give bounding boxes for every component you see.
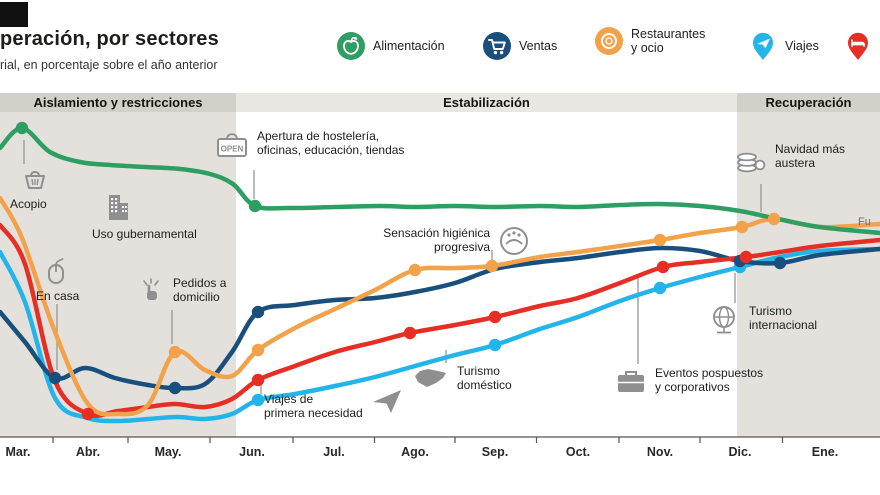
legend-item-restaurantes-ocio: Restaurantes y ocio <box>594 26 705 56</box>
legend-item-ventas: Ventas <box>482 31 557 61</box>
series-dot-viajes <box>251 393 265 407</box>
series-dot-ventas <box>48 371 62 385</box>
series-dot-sector-rojo <box>488 310 502 324</box>
series-dot-alimentacion <box>15 121 29 135</box>
annotation-acopio: Acopio <box>10 164 82 211</box>
coins-icon <box>734 142 768 178</box>
annotation-text: Pedidos a domicilio <box>173 276 227 305</box>
annotation-eventos-pospuestos: Eventos pospuestos y corporativos <box>614 366 763 396</box>
month-label: Ago. <box>401 445 429 459</box>
annotation-text: Viajes de primera necesidad <box>264 392 363 421</box>
briefcase-icon <box>614 366 648 396</box>
source-text-cutoff: Fu <box>858 216 871 228</box>
open-sign-icon: OPEN <box>214 129 250 163</box>
legend-label: Restaurantes y ocio <box>631 27 706 55</box>
annotation-text: Sensación higiénica progresiva <box>383 226 490 255</box>
annotation-text: Uso gubernamental <box>92 227 197 241</box>
series-dot-restaurantes-ocio <box>767 212 781 226</box>
series-dot-sector-rojo <box>251 373 265 387</box>
series-line-restaurantes-ocio <box>0 195 880 417</box>
series-line-ventas <box>0 245 880 391</box>
plane-icon <box>370 384 406 416</box>
annotation-en-casa: En casa <box>36 256 100 303</box>
series-dot-ventas <box>251 305 265 319</box>
svg-text:OPEN: OPEN <box>221 145 244 154</box>
annotation-navidad-austera: Navidad más austera <box>734 142 845 178</box>
month-label: Jul. <box>323 445 345 459</box>
hand-wash-icon <box>497 224 531 258</box>
phase-band-2 <box>737 93 880 112</box>
legend-label: Ventas <box>519 39 558 53</box>
basket-icon <box>20 164 82 194</box>
month-label: Nov. <box>647 445 673 459</box>
series-dot-viajes <box>653 281 667 295</box>
annotation-turismo-domestico: Turismo doméstico <box>412 364 512 392</box>
building-icon <box>100 190 224 224</box>
phase-label-estabilizacion: Estabilización <box>443 95 530 110</box>
cropped-logo-fragment <box>0 2 28 27</box>
legend-label: Alimentación <box>373 39 445 53</box>
series-line-alimentacion <box>0 125 880 236</box>
series-dot-viajes <box>488 338 502 352</box>
legend-item-alimentacion: Alimentación <box>336 31 445 61</box>
series-dot-restaurantes-ocio <box>735 220 749 234</box>
phase-label-recuperacion: Recuperación <box>765 95 852 110</box>
spain-map-icon <box>412 364 450 392</box>
series-dot-restaurantes-ocio <box>168 345 182 359</box>
page-title: peración, por sectores <box>0 28 219 50</box>
annotation-turismo-internacional: Turismo internacional <box>706 304 817 336</box>
phase-label-aislamiento: Aislamiento y restricciones <box>33 95 203 110</box>
annotation-text: Navidad más austera <box>775 142 846 171</box>
legend-item-cutoff <box>843 31 880 61</box>
series-dot-sector-rojo <box>81 407 95 421</box>
annotation-text: Acopio <box>10 197 47 211</box>
month-label: Dic. <box>729 445 752 459</box>
bed-pin-icon <box>843 31 873 61</box>
annotation-text: Eventos pospuestos y corporativos <box>655 366 764 395</box>
hand-click-icon <box>136 276 166 306</box>
series-dot-ventas <box>168 381 182 395</box>
series-line-viajes <box>0 246 880 424</box>
apple-icon <box>336 31 366 61</box>
annotation-apertura: OPEN Apertura de hostelería, oficinas, e… <box>214 129 404 163</box>
annotation-uso-gubernamental: Uso gubernamental <box>92 190 224 241</box>
plane-pin-icon <box>748 31 778 61</box>
month-label: Sep. <box>482 445 508 459</box>
annotation-text: Turismo internacional <box>749 304 818 333</box>
legend-label: Viajes <box>785 39 819 53</box>
series-dot-restaurantes-ocio <box>408 263 422 277</box>
annotation-sensacion-higienica: Sensación higiénica progresiva <box>368 226 531 258</box>
cart-icon <box>482 31 512 61</box>
series-dot-sector-rojo <box>656 260 670 274</box>
month-label: Ene. <box>812 445 838 459</box>
month-label: Jun. <box>239 445 265 459</box>
month-label: Mar. <box>5 445 30 459</box>
annotation-text: Apertura de hostelería, oficinas, educac… <box>257 129 405 158</box>
legend-item-viajes: Viajes <box>748 31 819 61</box>
series-dot-restaurantes-ocio <box>251 343 265 357</box>
month-label: May. <box>155 445 182 459</box>
globe-icon <box>706 304 742 336</box>
annotation-viajes-primera-necesidad: Viajes de primera necesidad <box>264 390 406 421</box>
phase-band-0 <box>0 93 236 112</box>
series-dot-sector-rojo <box>739 250 753 264</box>
series-dot-restaurantes-ocio <box>653 233 667 247</box>
series-dot-ventas <box>773 256 787 270</box>
series-dot-sector-rojo <box>403 326 417 340</box>
mouse-icon <box>42 256 100 286</box>
month-label: Abr. <box>76 445 100 459</box>
annotation-text: Turismo doméstico <box>457 364 512 393</box>
annotation-text: En casa <box>36 289 80 303</box>
page-subtitle: rial, en porcentaje sobre el año anterio… <box>0 58 218 72</box>
plate-icon <box>594 26 624 56</box>
series-dot-alimentacion <box>248 199 262 213</box>
phase-band-1 <box>236 93 737 112</box>
month-label: Oct. <box>566 445 590 459</box>
annotation-pedidos-domicilio: Pedidos a domicilio <box>136 276 226 306</box>
series-dot-restaurantes-ocio <box>485 259 499 273</box>
